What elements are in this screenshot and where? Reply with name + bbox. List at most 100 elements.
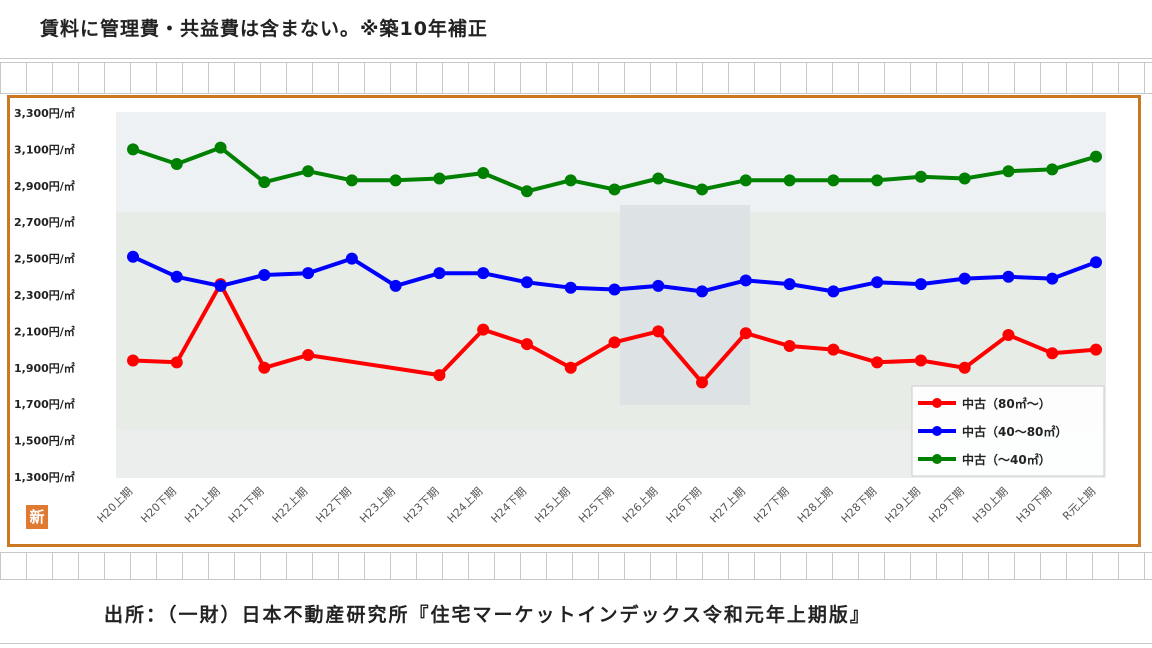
data-point-1 — [258, 268, 271, 281]
y-tick-label: 1,900円/㎡ — [14, 361, 75, 375]
x-tick-label: H30下期 — [1014, 485, 1055, 526]
data-point-2 — [783, 174, 796, 187]
plot-background-sky — [116, 112, 1106, 212]
data-point-2 — [914, 170, 927, 183]
top-rule — [0, 58, 1152, 59]
y-tick-label: 2,500円/㎡ — [14, 252, 75, 266]
x-tick-label: H21上期 — [182, 485, 223, 526]
x-tick-label: H28下期 — [839, 485, 880, 526]
data-point-0 — [958, 361, 971, 374]
data-point-1 — [477, 267, 490, 280]
x-tick-label: H26上期 — [620, 485, 661, 526]
y-tick-label: 3,300円/㎡ — [14, 106, 75, 120]
data-point-0 — [1090, 343, 1102, 356]
source-note: 出所：（一財）日本不動産研究所『住宅マーケットインデックス令和元年上期版』 — [104, 604, 871, 626]
legend-label: 中古（～40㎡） — [962, 452, 1051, 467]
data-point-2 — [170, 157, 183, 170]
data-point-0 — [302, 349, 315, 362]
legend-label: 中古（80㎡～） — [962, 396, 1051, 411]
data-point-1 — [1046, 272, 1059, 285]
data-point-1 — [958, 272, 971, 285]
data-point-2 — [739, 174, 752, 187]
y-tick-label: 1,500円/㎡ — [14, 434, 75, 448]
data-point-2 — [958, 172, 971, 185]
x-tick-label: R元上期 — [1060, 485, 1098, 523]
data-point-1 — [389, 279, 402, 292]
data-point-0 — [827, 343, 840, 356]
bottom-rule — [0, 643, 1152, 644]
grid-strip-bottom — [0, 552, 1152, 580]
data-point-1 — [520, 276, 533, 289]
data-point-2 — [433, 172, 446, 185]
data-point-0 — [871, 356, 884, 369]
x-tick-label: H21下期 — [226, 485, 267, 526]
data-point-2 — [1046, 163, 1059, 176]
legend-marker — [932, 454, 942, 464]
x-tick-label: H24下期 — [489, 485, 530, 526]
legend-label: 中古（40～80㎡） — [962, 424, 1067, 439]
x-tick-label: H23下期 — [401, 485, 442, 526]
data-point-1 — [827, 285, 840, 298]
data-point-1 — [127, 250, 139, 263]
plot-background-building — [620, 205, 750, 405]
data-point-2 — [258, 176, 271, 189]
x-tick-label: H25上期 — [532, 485, 573, 526]
y-tick-label: 2,100円/㎡ — [14, 324, 75, 338]
data-point-2 — [389, 174, 402, 187]
data-point-2 — [520, 185, 533, 198]
x-tick-label: H25下期 — [576, 485, 617, 526]
y-tick-label: 2,700円/㎡ — [14, 215, 75, 229]
data-point-0 — [696, 376, 709, 389]
data-point-2 — [302, 165, 315, 178]
data-point-2 — [696, 183, 709, 196]
data-point-2 — [871, 174, 884, 187]
data-point-1 — [214, 279, 227, 292]
y-tick-label: 1,300円/㎡ — [14, 470, 75, 484]
data-point-2 — [214, 141, 227, 154]
data-point-0 — [127, 354, 139, 367]
data-point-1 — [170, 270, 183, 283]
x-tick-label: H20下期 — [138, 485, 179, 526]
data-point-2 — [1002, 165, 1015, 178]
data-point-1 — [914, 278, 927, 291]
data-point-2 — [564, 174, 577, 187]
data-point-0 — [914, 354, 927, 367]
x-tick-label: H28上期 — [795, 485, 836, 526]
data-point-1 — [302, 267, 315, 280]
x-tick-label: H26下期 — [664, 485, 705, 526]
x-tick-label: H22上期 — [270, 485, 311, 526]
y-tick-label: 2,300円/㎡ — [14, 288, 75, 302]
data-point-0 — [520, 338, 533, 351]
data-point-0 — [258, 361, 271, 374]
data-point-1 — [696, 285, 709, 298]
data-point-1 — [871, 276, 884, 289]
x-tick-label: H27下期 — [751, 485, 792, 526]
x-tick-label: H29上期 — [883, 485, 924, 526]
legend-marker — [932, 398, 942, 408]
data-point-1 — [608, 283, 621, 296]
data-point-2 — [477, 167, 490, 180]
data-point-2 — [127, 143, 139, 156]
data-point-1 — [739, 274, 752, 287]
data-point-0 — [739, 327, 752, 340]
y-tick-label: 3,100円/㎡ — [14, 142, 75, 156]
x-tick-label: H24上期 — [445, 485, 486, 526]
page-heading: 賃料に管理費・共益費は含まない。※築10年補正 — [40, 18, 488, 40]
x-tick-label: H23上期 — [357, 485, 398, 526]
data-point-0 — [652, 325, 665, 338]
data-point-2 — [1090, 150, 1102, 163]
data-point-1 — [1002, 270, 1015, 283]
data-point-1 — [783, 278, 796, 291]
data-point-0 — [477, 323, 490, 336]
data-point-2 — [345, 174, 358, 187]
x-tick-label: H22下期 — [313, 485, 354, 526]
x-tick-label: H27上期 — [707, 485, 748, 526]
data-point-1 — [564, 281, 577, 294]
data-point-0 — [1046, 347, 1059, 360]
data-point-0 — [608, 336, 621, 349]
data-point-0 — [170, 356, 183, 369]
x-tick-label: H30上期 — [970, 485, 1011, 526]
data-point-0 — [564, 361, 577, 374]
data-point-2 — [608, 183, 621, 196]
